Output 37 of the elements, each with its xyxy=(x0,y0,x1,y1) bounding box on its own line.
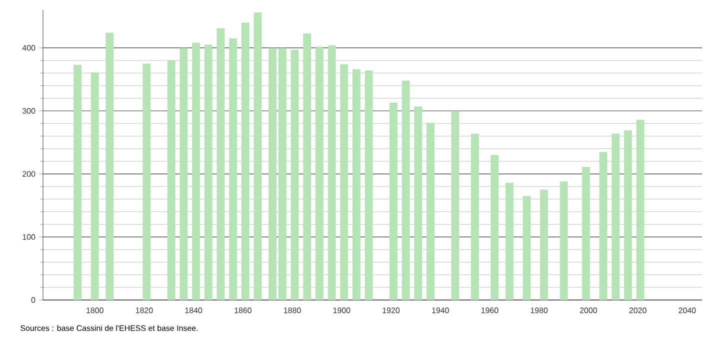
bar xyxy=(612,134,620,300)
bar xyxy=(278,48,286,300)
bar xyxy=(560,181,568,300)
bar xyxy=(451,110,460,300)
bar xyxy=(180,48,188,300)
bar xyxy=(204,44,212,300)
bar xyxy=(74,64,82,300)
bar xyxy=(414,106,422,300)
bar xyxy=(241,22,250,300)
bar xyxy=(216,28,225,300)
bar xyxy=(390,102,398,300)
bar xyxy=(340,64,348,300)
bar xyxy=(303,33,312,300)
bar xyxy=(268,48,276,300)
bar xyxy=(540,190,548,300)
bar xyxy=(352,69,360,300)
bar xyxy=(106,32,114,300)
bar xyxy=(522,196,531,300)
bar xyxy=(229,38,237,300)
bar xyxy=(192,42,200,300)
bar xyxy=(582,166,590,300)
bar xyxy=(254,12,262,300)
bar xyxy=(426,122,434,300)
bar xyxy=(636,120,644,300)
bar xyxy=(90,72,99,300)
bar xyxy=(328,45,336,300)
bar xyxy=(506,182,514,300)
bar xyxy=(624,130,632,300)
bar xyxy=(470,134,479,300)
bar xyxy=(315,46,324,300)
bar xyxy=(290,50,299,300)
bar xyxy=(364,70,373,300)
bar xyxy=(402,80,410,300)
bar xyxy=(142,64,151,300)
bar xyxy=(167,60,176,300)
bar xyxy=(599,152,608,300)
bar xyxy=(490,155,499,300)
